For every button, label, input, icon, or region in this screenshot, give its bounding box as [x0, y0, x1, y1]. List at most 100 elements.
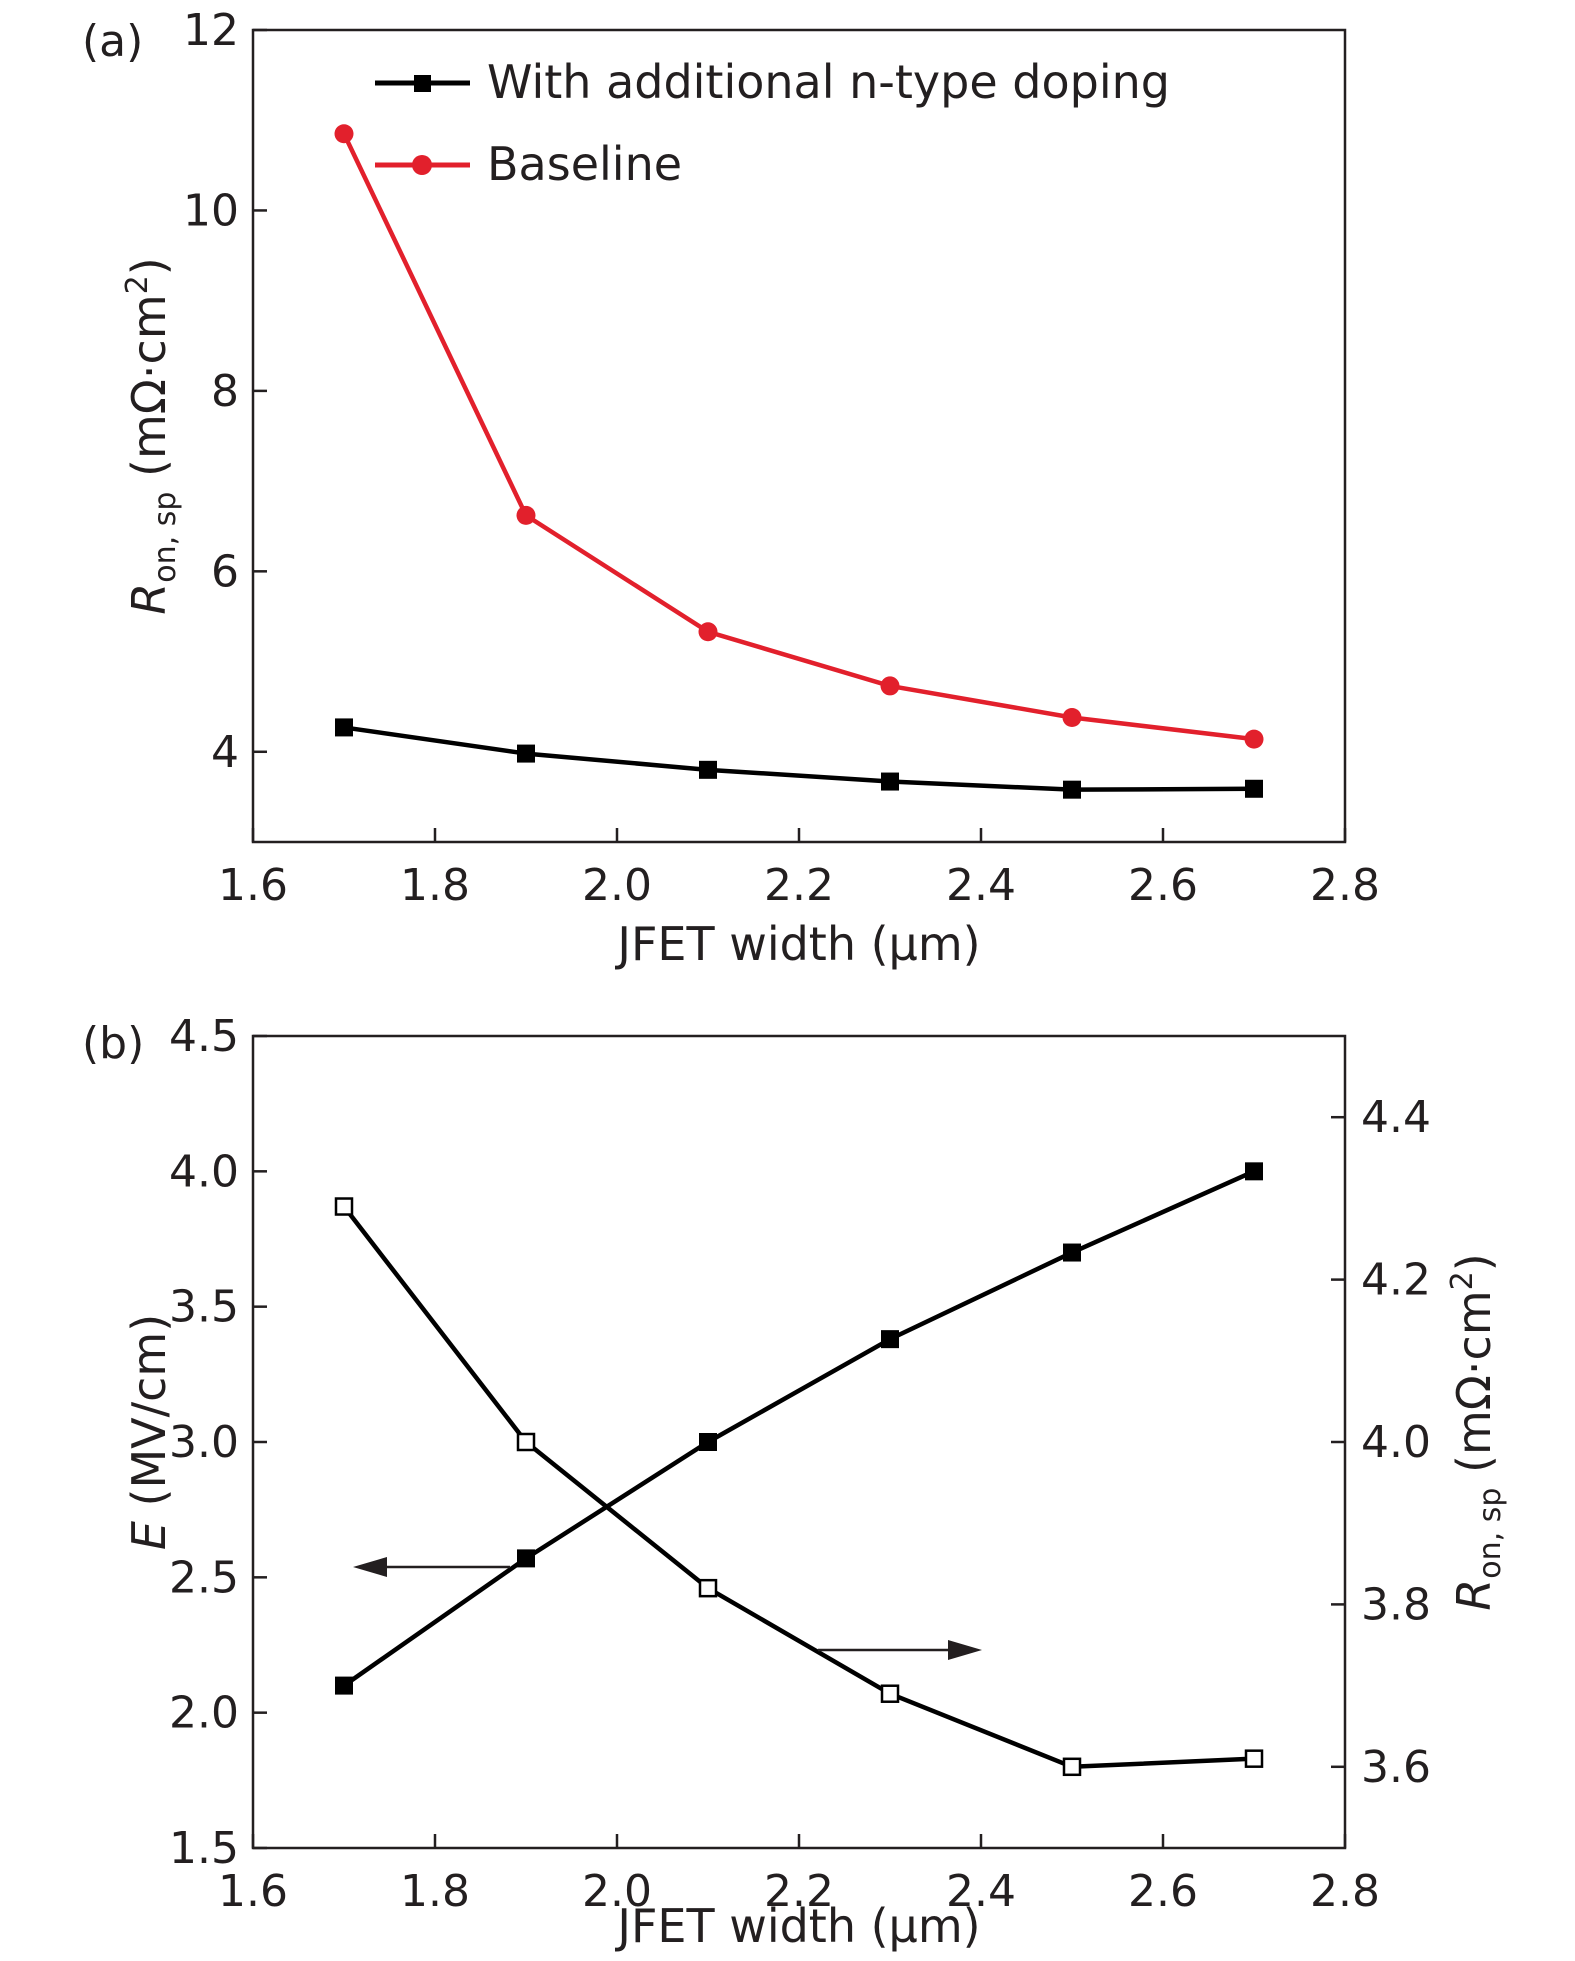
left-y-tick-label: 1.5 [169, 1823, 239, 1874]
series-baseline-point [880, 676, 900, 696]
arrow-to-right-axis [818, 1640, 982, 1660]
series-group-a [334, 124, 1264, 799]
left-y-tick-label: 2.0 [169, 1688, 239, 1739]
right-axis-label-b-close: ) [1447, 1253, 1501, 1271]
x-tick-label: 2.6 [1128, 860, 1198, 911]
x-tick-label: 2.8 [1310, 1866, 1380, 1917]
left-y-tick-label: 4.0 [169, 1146, 239, 1197]
right-axis-label-b: Ron, sp (mΩ·cm2) [1445, 1253, 1508, 1610]
right-y-tick-label: 3.6 [1361, 1742, 1431, 1793]
x-tick-label: 2.4 [946, 1866, 1016, 1917]
y-axis-label-a-symbol: R [122, 583, 176, 615]
y-axis-ticks-a: 4 6 8 10 12 [183, 5, 267, 778]
left-y-tick-label: 8 [211, 366, 239, 417]
legend-swatch-marker-baseline [412, 155, 432, 175]
left-y-tick-label: 6 [211, 546, 239, 597]
left-axis-label-b-unit: (MV/cm) [122, 1314, 176, 1521]
legend-a: With additional n-type doping Baseline [375, 55, 1170, 191]
right-axis-label-b-sup: 2 [1445, 1271, 1480, 1290]
left-y-tick-label: 3.0 [169, 1417, 239, 1468]
left-y-tick-label: 4 [211, 727, 239, 778]
right-axis-label-b-symbol: R [1447, 1579, 1501, 1611]
series-doping-point [699, 760, 717, 779]
series-ron-point [698, 1578, 718, 1598]
x-tick-label: 1.8 [400, 1866, 470, 1917]
series-e-point [335, 1676, 353, 1695]
left-y-tick-label: 10 [183, 185, 239, 236]
series-e-point [699, 1433, 717, 1451]
series-doping-point [1063, 780, 1081, 799]
x-tick-label: 2.2 [764, 1866, 834, 1917]
series-ron-line [342, 1205, 1255, 1770]
x-tick-label: 1.6 [218, 1866, 288, 1917]
series-doping-point [1245, 779, 1263, 798]
x-tick-label: 2.0 [582, 1866, 652, 1917]
series-e-point [1245, 1162, 1263, 1181]
x-tick-label: 2.4 [946, 860, 1016, 911]
arrow-left-head [353, 1557, 387, 1577]
series-e-point [517, 1549, 535, 1568]
series-baseline-point [1244, 729, 1264, 749]
left-y-tick-label: 3.5 [169, 1282, 239, 1333]
x-tick-label: 2.6 [1128, 1866, 1198, 1917]
left-axis-ticks-b: 1.5 2.0 2.5 3.0 3.5 4.0 4.5 [169, 1011, 267, 1874]
series-group-b [334, 1162, 1264, 1777]
x-tick-label: 2.8 [1310, 860, 1380, 911]
y-axis-label-a-subscript: on, sp [148, 492, 183, 583]
right-y-tick-label: 4.4 [1361, 1092, 1431, 1143]
right-axis-ticks-b: 3.6 3.8 4.0 4.2 4.4 [1331, 1092, 1431, 1793]
x-axis-ticks-b: 1.6 1.8 2.0 2.2 2.4 2.6 2.8 [218, 1834, 1380, 1917]
left-y-tick-label: 12 [183, 5, 239, 56]
series-ron-point [334, 1197, 354, 1216]
right-y-tick-label: 4.0 [1361, 1417, 1431, 1468]
x-axis-label-a: JFET width (μm) [614, 917, 980, 971]
series-ron-point [1062, 1757, 1082, 1777]
x-tick-label: 2.0 [582, 860, 652, 911]
right-y-tick-label: 4.2 [1361, 1255, 1431, 1306]
arrow-right-head [948, 1640, 982, 1660]
series-baseline-point [1062, 707, 1082, 727]
panel-label-a: (a) [82, 16, 143, 67]
y-axis-label-a-sup: 2 [120, 275, 155, 294]
series-doping-point [881, 772, 899, 791]
x-axis-ticks-a: 1.6 1.8 2.0 2.2 2.4 2.6 2.8 [218, 828, 1380, 911]
panel-a: (a) 1.6 1.8 2.0 2.2 2.4 2.6 2.8 4 6 8 10 12 JFET w… [82, 5, 1380, 971]
series-ron-point [1244, 1749, 1264, 1768]
left-axis-label-b-symbol: E [122, 1521, 176, 1550]
panel-b: (b) 1.6 1.8 2.0 2.2 2.4 2.6 2.8 1.5 2.0 2.5 3.0 3.… [82, 1011, 1508, 1953]
legend-item-baseline: Baseline [375, 137, 682, 191]
left-y-tick-label: 4.5 [169, 1011, 239, 1062]
legend-swatch-marker-doping [414, 75, 431, 92]
plot-frame-b [251, 1034, 1347, 1850]
x-tick-label: 1.8 [400, 860, 470, 911]
y-axis-label-a-unit: (mΩ·cm [122, 294, 176, 491]
series-doping-line [343, 725, 1255, 792]
x-tick-label: 1.6 [218, 860, 288, 911]
right-axis-label-b-subscript: on, sp [1473, 1488, 1508, 1579]
left-axis-label-b: E (MV/cm) [122, 1314, 176, 1550]
series-e-point [881, 1330, 899, 1349]
x-axis-label-b: JFET width (μm) [614, 1899, 980, 1953]
series-ron-point [516, 1432, 536, 1452]
arrow-to-left-axis [353, 1557, 510, 1577]
series-baseline-point [334, 124, 354, 144]
series-baseline-point [698, 622, 718, 642]
panel-label-b: (b) [82, 1018, 144, 1069]
legend-item-doping: With additional n-type doping [375, 55, 1170, 109]
series-e-point [1063, 1243, 1081, 1262]
series-doping-point [335, 718, 353, 737]
plot-frame-a [251, 28, 1347, 844]
series-doping-point [517, 744, 535, 763]
left-y-tick-label: 2.5 [169, 1552, 239, 1603]
series-baseline-line [341, 132, 1255, 742]
right-axis-label-b-unit: (mΩ·cm [1447, 1290, 1501, 1487]
series-baseline-point [516, 505, 536, 525]
legend-label-baseline: Baseline [487, 137, 682, 191]
series-ron-point [880, 1684, 900, 1703]
y-axis-label-a: Ron, sp (mΩ·cm2) [120, 257, 183, 614]
right-y-tick-label: 3.8 [1361, 1579, 1431, 1630]
series-e-line [342, 1169, 1255, 1688]
legend-label-doping: With additional n-type doping [487, 55, 1170, 109]
y-axis-label-a-close: ) [122, 257, 176, 275]
